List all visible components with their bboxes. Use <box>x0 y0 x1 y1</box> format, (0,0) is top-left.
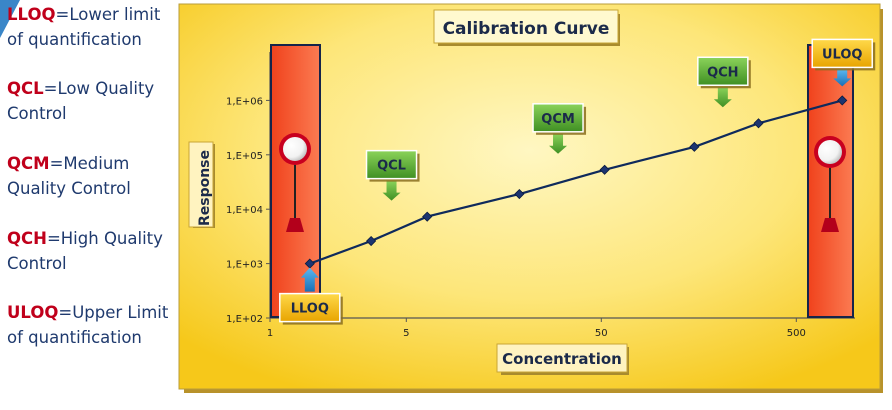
annotations: LLOQ QCL QCM QCH ULOQ <box>279 38 876 325</box>
legend-text: =Lower limit of quantification <box>7 5 161 49</box>
annotation-box <box>279 292 341 323</box>
legend-item-qcl: QCL=Low Quality Control <box>7 76 175 126</box>
annotation-uloq: ULOQ <box>811 38 876 87</box>
arrow-down-icon <box>713 87 732 108</box>
data-point-marker <box>599 164 610 175</box>
legend-text: =Low Quality Control <box>7 79 155 123</box>
data-point-marker <box>422 211 433 222</box>
x-tick-label: 50 <box>595 328 608 339</box>
y-axis-label: Response <box>197 150 213 226</box>
legend-text: =Medium Quality Control <box>7 154 131 198</box>
legend-item-qch: QCH=High Quality Control <box>7 226 175 276</box>
legend-abbr: QCM <box>7 154 50 173</box>
x-axis-label: Concentration <box>502 350 622 368</box>
legend-item-lloq: LLOQ=Lower limit of quantification <box>7 2 175 52</box>
annotation-qcm: QCM <box>532 103 587 154</box>
legend-abbr: QCL <box>7 79 44 98</box>
legend-panel: LLOQ=Lower limit of quantification QCL=L… <box>0 0 175 410</box>
axis-ticks: 1 5 50 500 1,E+02 1,E+03 1,E+04 1,E+05 1,E+06 <box>226 96 806 339</box>
data-point-marker <box>514 188 525 200</box>
legend-text: =Upper Limit of quantification <box>7 303 169 347</box>
data-point-marker <box>753 118 764 129</box>
xlabel-box <box>496 343 628 373</box>
annotation-box <box>365 149 418 180</box>
y-tick-label: 1,E+04 <box>226 205 263 216</box>
annotation-label: ULOQ <box>822 47 862 62</box>
annotation-box <box>532 103 584 133</box>
data-point-marker <box>689 141 700 152</box>
data-point-marker <box>837 95 848 106</box>
chart-title: Calibration Curve <box>443 19 610 39</box>
x-tick-label: 5 <box>403 328 409 339</box>
x-tick-label: 1 <box>267 328 273 339</box>
legend-decoration <box>0 0 20 38</box>
legend-abbr: QCH <box>7 229 47 248</box>
lloq-bar-knob <box>283 137 307 161</box>
annotation-qch: QCH <box>697 56 751 108</box>
y-tick-label: 1,E+06 <box>226 96 263 107</box>
data-series <box>304 95 848 269</box>
annotation-label: QCL <box>377 159 406 174</box>
series-line <box>309 99 843 265</box>
uloq-bar-knob <box>818 140 842 164</box>
uloq-limit-bar <box>807 44 854 318</box>
arrow-down-icon <box>833 69 852 87</box>
arrow-down-icon <box>382 180 401 201</box>
annotation-lloq: LLOQ <box>279 267 343 325</box>
annotation-qcl: QCL <box>365 149 420 201</box>
legend-item-qcm: QCM=Medium Quality Control <box>7 151 175 201</box>
arrow-up-icon <box>300 267 319 292</box>
ylabel-box <box>188 141 214 228</box>
arrow-down-icon <box>549 133 568 154</box>
uloq-bar-weight <box>821 218 839 232</box>
data-point-marker <box>366 235 377 247</box>
legend-abbr: ULOQ <box>7 303 59 322</box>
legend-abbr: LLOQ <box>7 5 56 24</box>
legend-text: =High Quality Control <box>7 229 163 273</box>
x-tick-label: 500 <box>787 328 806 339</box>
y-tick-label: 1,E+03 <box>226 260 263 271</box>
annotation-label: QCM <box>541 112 575 127</box>
annotation-label: QCH <box>707 65 738 80</box>
title-box <box>433 9 619 44</box>
annotation-label: LLOQ <box>291 302 329 317</box>
annotation-box <box>697 56 749 87</box>
annotation-box <box>811 38 873 69</box>
legend-item-uloq: ULOQ=Upper Limit of quantification <box>7 300 175 350</box>
lloq-bar-weight <box>286 218 304 232</box>
y-tick-label: 1,E+05 <box>226 151 263 162</box>
y-tick-label: 1,E+02 <box>226 314 263 325</box>
